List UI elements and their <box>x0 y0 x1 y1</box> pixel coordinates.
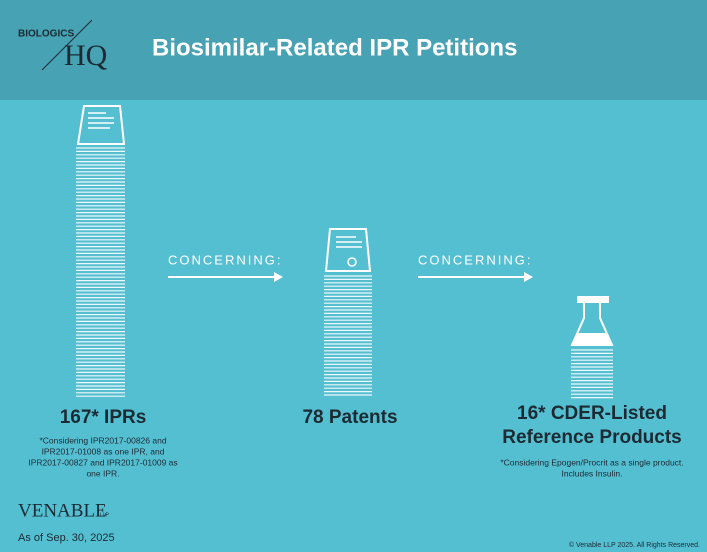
header-band <box>0 0 707 100</box>
footer-date: As of Sep. 30, 2025 <box>18 532 115 544</box>
arrow <box>418 272 533 282</box>
logo-main: HQ <box>64 39 108 72</box>
connector-label: CONCERNING: <box>168 252 282 267</box>
labels: 167* IPRs*Considering IPR2017-00826 andI… <box>28 403 683 478</box>
footer-brand-suffix: LLP <box>100 512 110 518</box>
item-note: Includes Insulin. <box>562 468 623 478</box>
item-note: IPR2017-01008 as one IPR, and <box>42 446 165 456</box>
item-note: *Considering Epogen/Procrit as a single … <box>500 457 683 467</box>
connector-label: CONCERNING: <box>418 252 532 267</box>
item-label: Reference Products <box>502 427 682 448</box>
item-note: IPR2017-00827 and IPR2017-01009 as <box>28 457 177 467</box>
stacks <box>76 147 613 399</box>
title: Biosimilar-Related IPR Petitions <box>152 34 517 61</box>
footer-copyright: © Venable LLP 2025. All Rights Reserved. <box>569 541 700 549</box>
patent-icon <box>324 228 372 272</box>
logo-top: BIOLOGICS <box>18 29 74 40</box>
logo-slash <box>41 19 93 71</box>
document-icon <box>76 105 126 145</box>
item-note: one IPR. <box>86 468 119 478</box>
item-label: 167* IPRs <box>60 407 147 428</box>
flask-icon <box>570 296 614 346</box>
item-note: *Considering IPR2017-00826 and <box>39 435 166 445</box>
footer-brand: VENABLE <box>18 500 107 521</box>
item-label: 78 Patents <box>302 407 397 428</box>
item-label: 16* CDER-Listed <box>517 403 667 424</box>
arrow <box>168 272 283 282</box>
